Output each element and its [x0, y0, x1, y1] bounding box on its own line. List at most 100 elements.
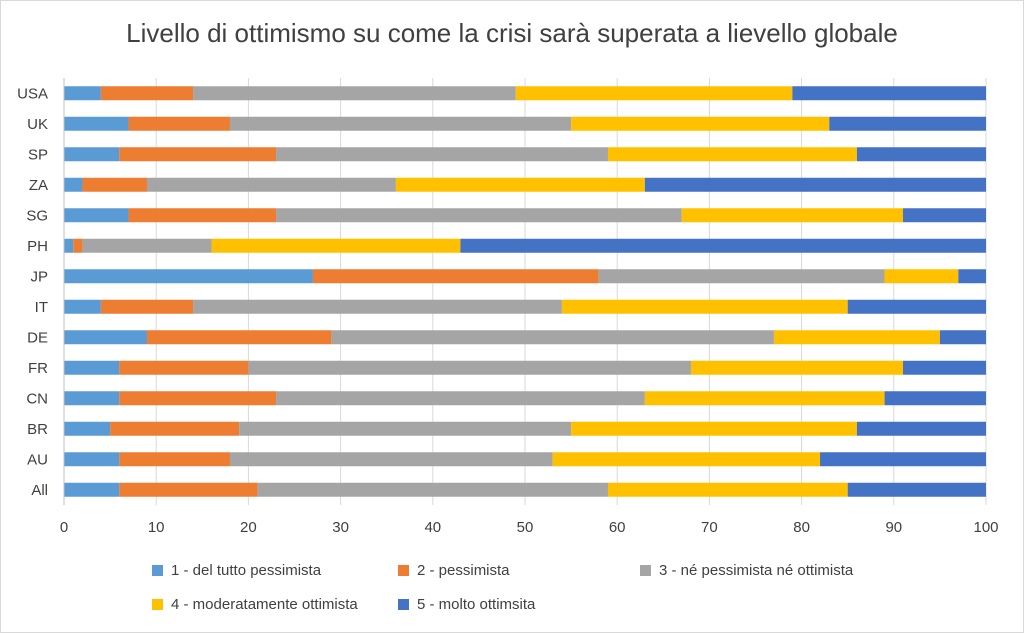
y-tick-label: PH	[27, 238, 48, 255]
x-tick-label: 30	[332, 519, 349, 536]
x-tick-label: 50	[517, 519, 534, 536]
y-tick-label: All	[31, 482, 48, 499]
bar-usa-series-3	[193, 86, 516, 101]
bar-de-series-2	[146, 330, 332, 345]
y-tick-label: CN	[26, 390, 48, 407]
bar-usa-series-4	[515, 86, 793, 101]
y-tick-label: SG	[26, 207, 48, 224]
bar-all-series-3	[257, 482, 608, 497]
bar-cn-series-2	[119, 391, 277, 406]
bar-uk-series-2	[128, 116, 230, 131]
bar-uk-series-1	[64, 116, 129, 131]
y-tick-label: IT	[35, 299, 48, 316]
legend-label: 1 - del tutto pessimista	[171, 562, 322, 579]
legend-label: 3 - né pessimista né ottimista	[659, 562, 854, 579]
bar-za-series-2	[82, 177, 147, 192]
bar-cn-series-5	[884, 391, 986, 406]
bar-de-series-4	[773, 330, 940, 345]
bar-sp-series-3	[276, 147, 608, 162]
x-tick-label: 60	[609, 519, 626, 536]
bar-all-series-5	[847, 482, 986, 497]
bar-au-series-2	[119, 452, 230, 467]
bar-all-series-4	[607, 482, 848, 497]
bar-jp-series-1	[64, 269, 313, 284]
bar-ph-series-5	[460, 238, 987, 253]
x-tick-label: 10	[148, 519, 165, 536]
legend-swatch	[398, 565, 409, 576]
bar-uk-series-3	[229, 116, 572, 131]
bar-sg-series-3	[276, 208, 682, 223]
bar-it-series-1	[64, 299, 101, 314]
x-tick-label: 0	[60, 519, 68, 536]
legend-swatch	[152, 599, 163, 610]
bar-jp-series-4	[884, 269, 959, 284]
legend-swatch	[398, 599, 409, 610]
bar-all-series-2	[119, 482, 258, 497]
bar-usa-series-5	[792, 86, 986, 101]
bar-za-series-1	[64, 177, 83, 192]
bar-sp-series-2	[119, 147, 277, 162]
bar-sg-series-1	[64, 208, 129, 223]
y-tick-label: AU	[27, 451, 48, 468]
bar-au-series-4	[552, 452, 821, 467]
bar-sg-series-2	[128, 208, 277, 223]
legend-label: 5 - molto ottimsita	[417, 596, 536, 613]
legend-label: 4 - moderatamente ottimista	[171, 596, 358, 613]
bar-sp-series-1	[64, 147, 120, 162]
bar-it-series-3	[193, 299, 562, 314]
bar-za-series-4	[395, 177, 645, 192]
bar-sg-series-4	[681, 208, 904, 223]
bar-it-series-5	[847, 299, 986, 314]
bar-fr-series-1	[64, 360, 120, 375]
x-tick-label: 90	[885, 519, 902, 536]
bar-uk-series-5	[829, 116, 986, 131]
bar-au-series-3	[229, 452, 553, 467]
x-tick-label: 80	[793, 519, 810, 536]
bar-ph-series-1	[64, 238, 74, 253]
bar-it-series-2	[100, 299, 194, 314]
bar-de-series-1	[64, 330, 147, 345]
bar-cn-series-3	[276, 391, 645, 406]
bar-fr-series-5	[903, 360, 986, 375]
legend-item: 4 - moderatamente ottimista	[152, 596, 358, 613]
bar-au-series-5	[820, 452, 986, 467]
bar-ph-series-2	[73, 238, 83, 253]
legend-item: 3 - né pessimista né ottimista	[640, 562, 853, 579]
bar-all-series-1	[64, 482, 120, 497]
y-tick-label: JP	[30, 268, 48, 285]
bar-br-series-2	[110, 421, 240, 436]
bar-de-series-3	[331, 330, 774, 345]
y-tick-label: BR	[27, 421, 48, 438]
bar-jp-series-2	[312, 269, 599, 284]
bar-usa-series-2	[100, 86, 194, 101]
y-tick-label: DE	[27, 329, 48, 346]
bar-uk-series-4	[571, 116, 830, 131]
bar-cn-series-1	[64, 391, 120, 406]
legend-item: 2 - pessimista	[398, 562, 510, 579]
bar-fr-series-2	[119, 360, 249, 375]
bar-cn-series-4	[644, 391, 885, 406]
bar-br-series-5	[856, 421, 986, 436]
bar-jp-series-5	[958, 269, 986, 284]
bar-ph-series-4	[211, 238, 461, 253]
bar-sp-series-4	[607, 147, 857, 162]
legend-item: 1 - del tutto pessimista	[152, 562, 321, 579]
y-tick-label: USA	[17, 85, 48, 102]
x-tick-label: 20	[240, 519, 257, 536]
y-tick-label: ZA	[29, 177, 48, 194]
bar-jp-series-3	[598, 269, 885, 284]
x-tick-label: 100	[973, 519, 998, 536]
bar-it-series-4	[561, 299, 848, 314]
bar-fr-series-4	[690, 360, 904, 375]
bar-ph-series-3	[82, 238, 212, 253]
bar-usa-series-1	[64, 86, 101, 101]
x-tick-label: 70	[701, 519, 718, 536]
y-tick-label: SP	[28, 146, 48, 163]
bar-za-series-5	[644, 177, 986, 192]
bar-fr-series-3	[248, 360, 691, 375]
y-tick-label: UK	[27, 116, 48, 133]
bar-sg-series-5	[903, 208, 986, 223]
legend-swatch	[152, 565, 163, 576]
